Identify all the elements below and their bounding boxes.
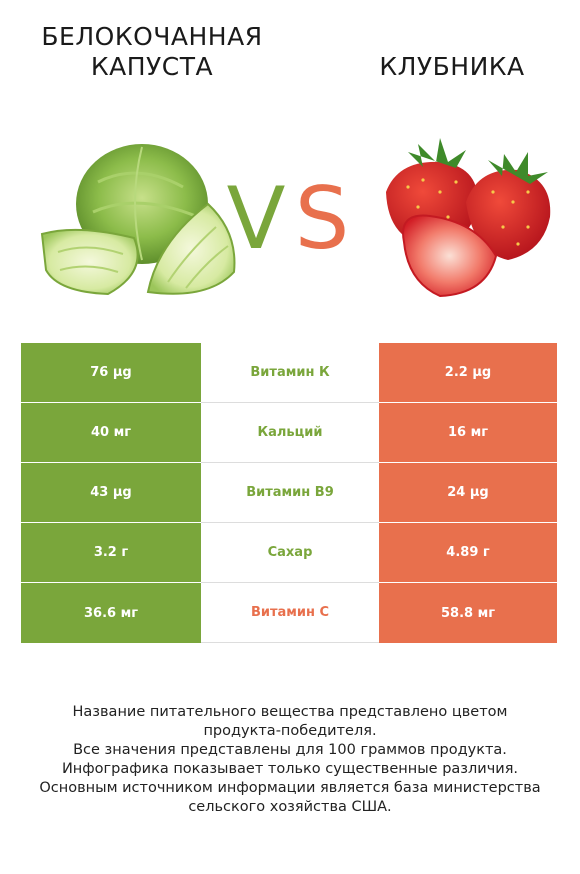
- table-row: 40 мг Кальций 16 мг: [21, 403, 557, 463]
- right-value-cell: 16 мг: [379, 403, 557, 463]
- footer-line: сельского хозяйства США.: [188, 799, 392, 815]
- nutrient-name-cell: Кальций: [201, 403, 379, 463]
- strawberry-image: [386, 138, 551, 298]
- left-value-cell: 3.2 г: [21, 523, 201, 583]
- cabbage-image: [40, 144, 236, 296]
- table-row: 36.6 мг Витамин C 58.8 мг: [21, 583, 557, 643]
- vs-label: V S: [227, 169, 350, 268]
- footer-line: продукта-победителя.: [203, 723, 377, 739]
- nutrient-name-cell: Витамин C: [201, 583, 379, 643]
- left-food-title: БЕЛОКОЧАННАЯ КАПУСТА: [0, 22, 304, 82]
- table-row: 3.2 г Сахар 4.89 г: [21, 523, 557, 583]
- left-value-cell: 76 µg: [21, 343, 201, 403]
- left-value-cell: 36.6 мг: [21, 583, 201, 643]
- footer-line: Инфографика показывает только существенн…: [61, 761, 519, 777]
- nutrient-name-cell: Витамин К: [201, 343, 379, 403]
- left-value-cell: 43 µg: [21, 463, 201, 523]
- comparison-table: 76 µg Витамин К 2.2 µg 40 мг Кальций 16 …: [21, 343, 557, 643]
- right-value-cell: 58.8 мг: [379, 583, 557, 643]
- vs-s-letter: S: [295, 169, 350, 268]
- left-food-title-line1: БЕЛОКОЧАННАЯ: [41, 22, 263, 51]
- footer-line: Основным источником информации является …: [39, 780, 541, 796]
- footer-notes: Название питательного вещества представл…: [0, 703, 580, 817]
- footer-line: Все значения представлены для 100 граммо…: [73, 742, 507, 758]
- left-value-cell: 40 мг: [21, 403, 201, 463]
- table-row: 43 µg Витамин B9 24 µg: [21, 463, 557, 523]
- right-value-cell: 4.89 г: [379, 523, 557, 583]
- footer-line: Название питательного вещества представл…: [72, 704, 508, 720]
- table-row: 76 µg Витамин К 2.2 µg: [21, 343, 557, 403]
- left-food-title-line2: КАПУСТА: [90, 52, 214, 81]
- vs-v-letter: V: [227, 169, 286, 268]
- right-food-title: КЛУБНИКА: [379, 52, 525, 81]
- nutrient-name-cell: Витамин B9: [201, 463, 379, 523]
- right-value-cell: 24 µg: [379, 463, 557, 523]
- nutrient-name-cell: Сахар: [201, 523, 379, 583]
- right-value-cell: 2.2 µg: [379, 343, 557, 403]
